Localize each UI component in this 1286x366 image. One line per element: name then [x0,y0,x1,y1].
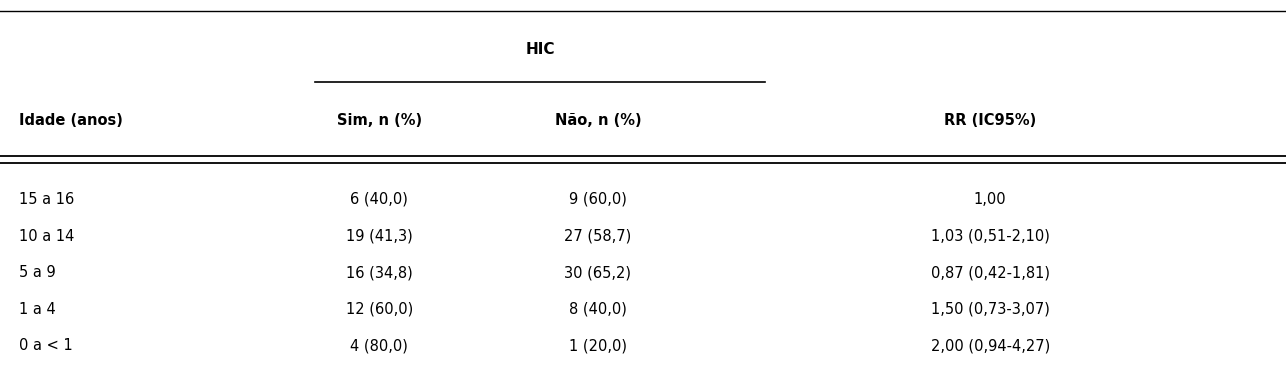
Text: 1,00: 1,00 [974,192,1007,207]
Text: 1 (20,0): 1 (20,0) [568,339,628,353]
Text: 4 (80,0): 4 (80,0) [350,339,409,353]
Text: RR (IC95%): RR (IC95%) [944,113,1037,128]
Text: 15 a 16: 15 a 16 [19,192,75,207]
Text: 2,00 (0,94-4,27): 2,00 (0,94-4,27) [931,339,1049,353]
Text: Sim, n (%): Sim, n (%) [337,113,422,128]
Text: 0,87 (0,42-1,81): 0,87 (0,42-1,81) [931,265,1049,280]
Text: 27 (58,7): 27 (58,7) [565,229,631,243]
Text: Idade (anos): Idade (anos) [19,113,123,128]
Text: HIC: HIC [526,42,554,57]
Text: 12 (60,0): 12 (60,0) [346,302,413,317]
Text: 30 (65,2): 30 (65,2) [565,265,631,280]
Text: 1 a 4: 1 a 4 [19,302,57,317]
Text: 1,50 (0,73-3,07): 1,50 (0,73-3,07) [931,302,1049,317]
Text: 9 (60,0): 9 (60,0) [568,192,628,207]
Text: 6 (40,0): 6 (40,0) [350,192,409,207]
Text: 10 a 14: 10 a 14 [19,229,75,243]
Text: 16 (34,8): 16 (34,8) [346,265,413,280]
Text: 19 (41,3): 19 (41,3) [346,229,413,243]
Text: Não, n (%): Não, n (%) [554,113,642,128]
Text: 5 a 9: 5 a 9 [19,265,57,280]
Text: 0 a < 1: 0 a < 1 [19,339,73,353]
Text: 8 (40,0): 8 (40,0) [568,302,628,317]
Text: 1,03 (0,51-2,10): 1,03 (0,51-2,10) [931,229,1049,243]
